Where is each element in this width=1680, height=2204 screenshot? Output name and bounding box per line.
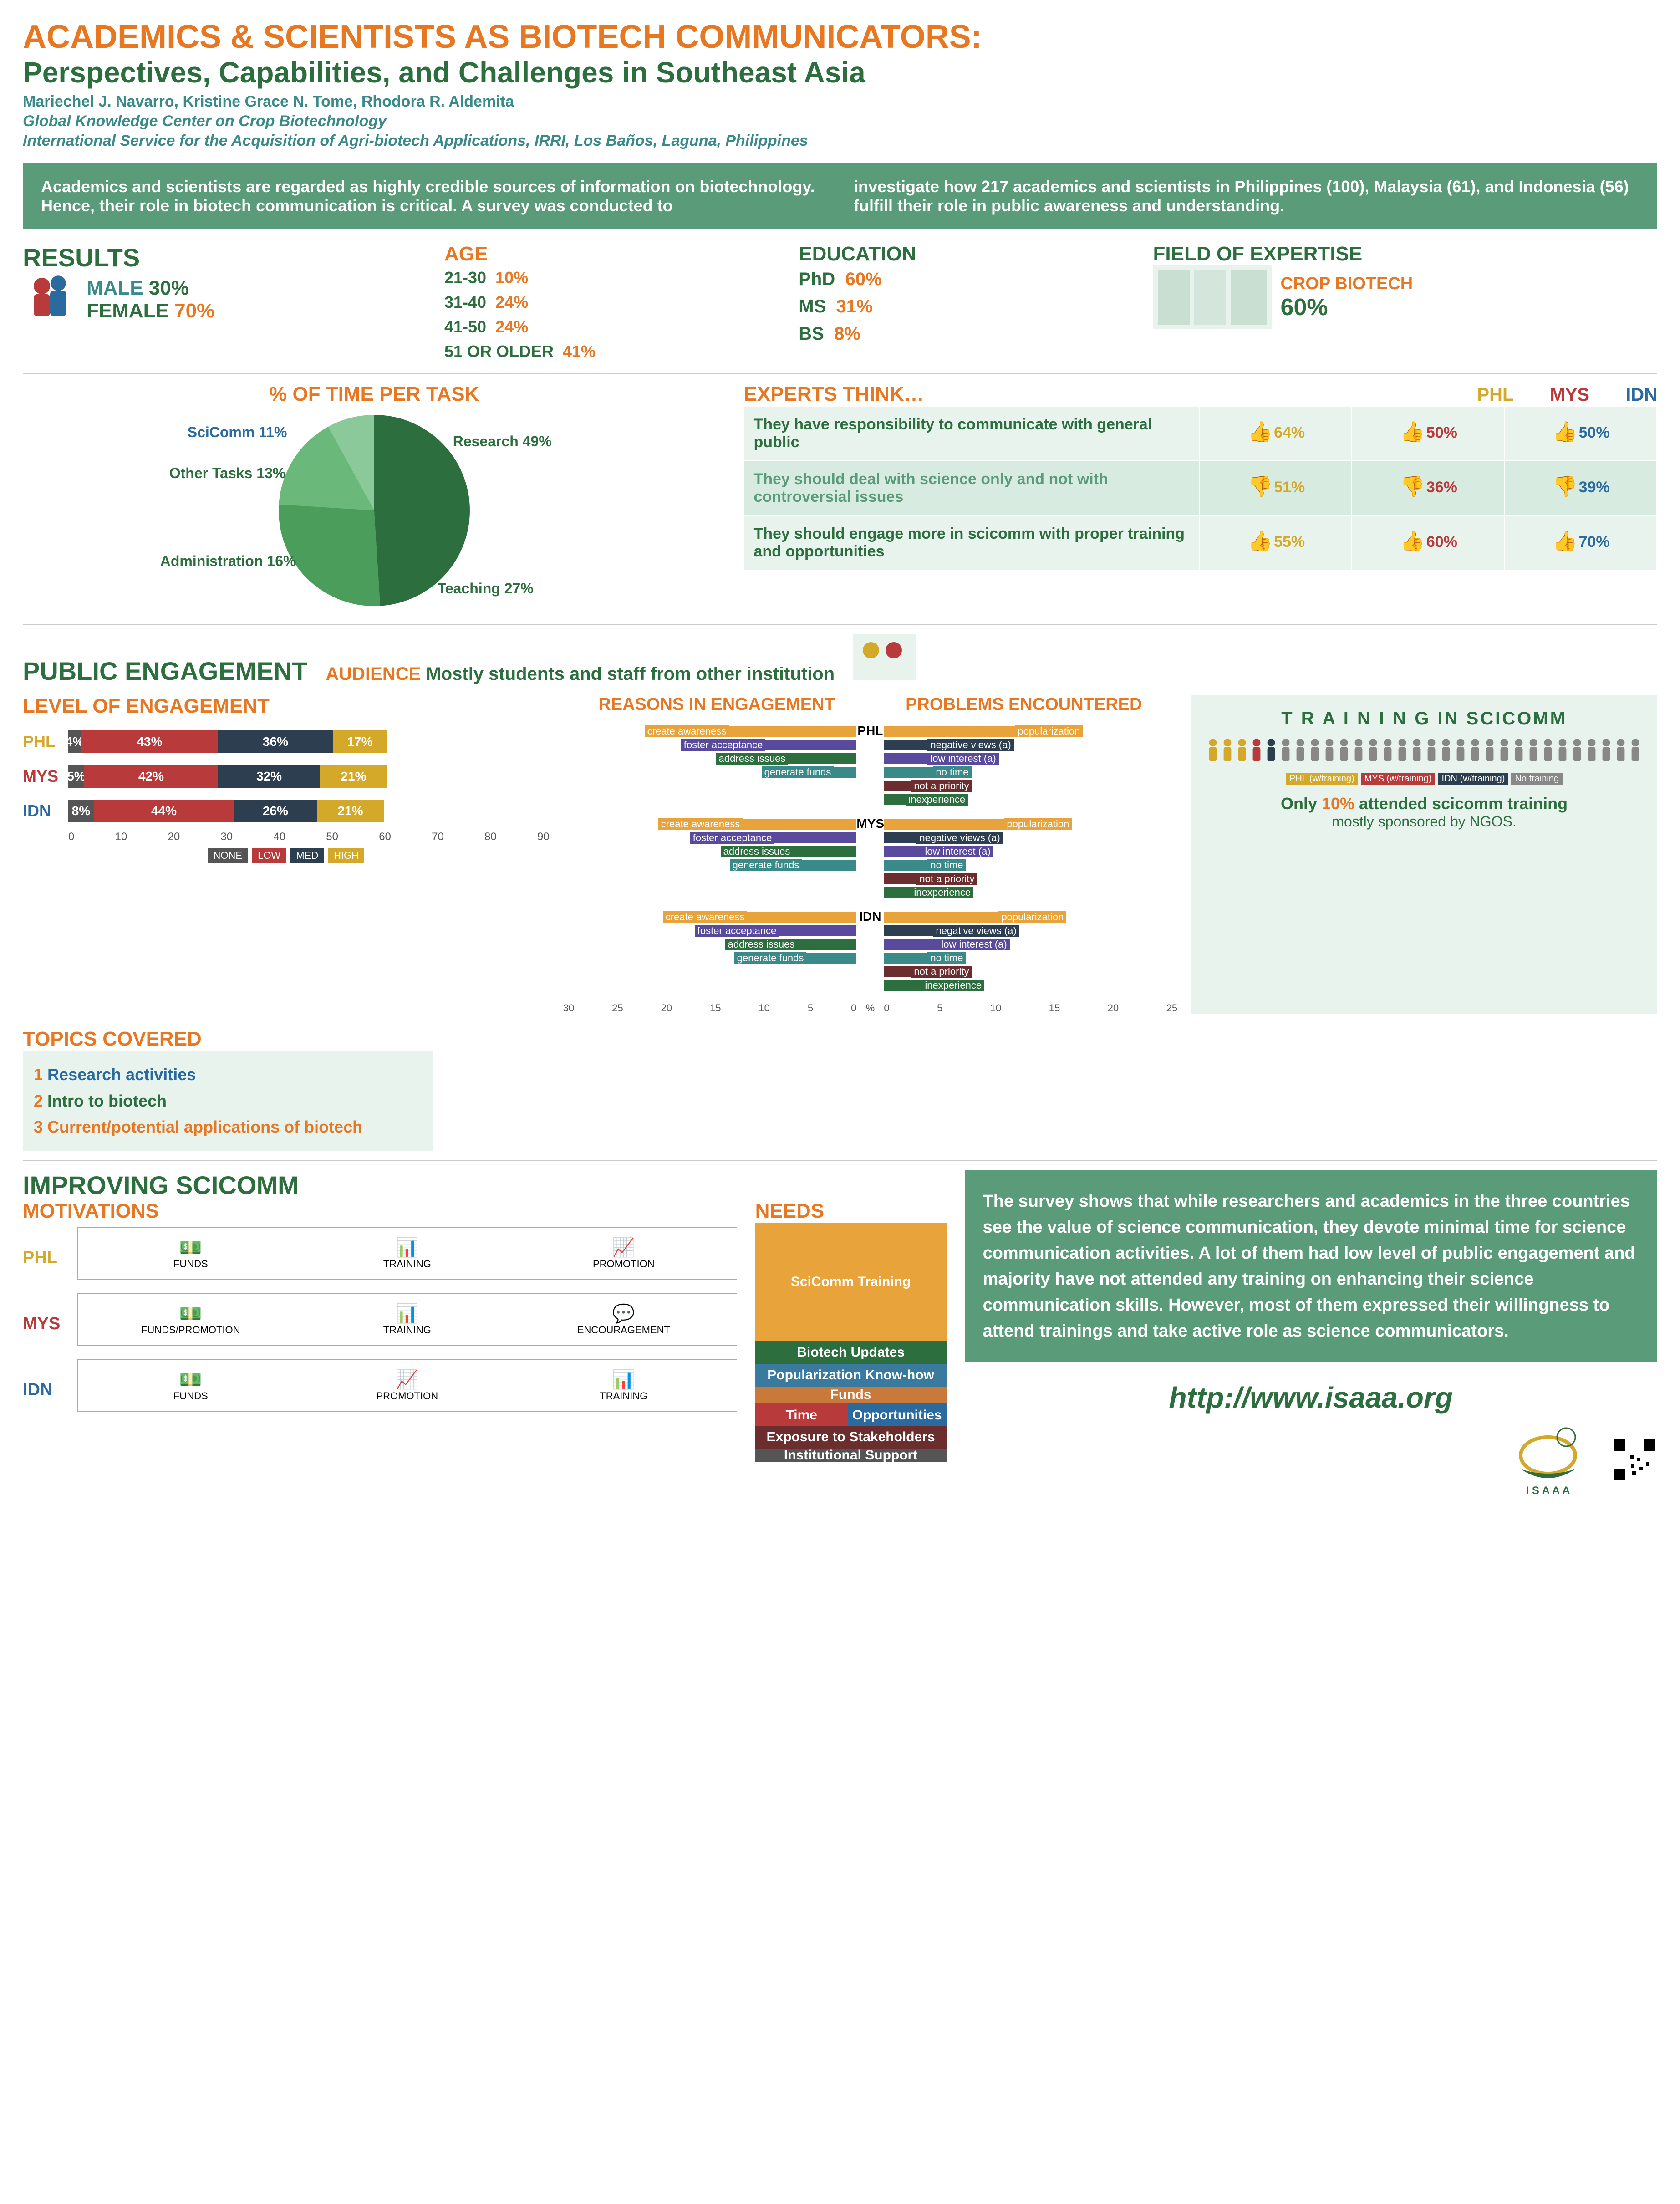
time-experts-row: % OF TIME PER TASK Research 49% Teaching… <box>23 383 1657 615</box>
level-axis: 0102030405060708090 <box>68 831 550 843</box>
title-line1: ACADEMICS & SCIENTISTS AS BIOTECH COMMUN… <box>23 18 1657 56</box>
improving-section: IMPROVING SCICOMM MOTIVATIONS PHL💵FUNDS📊… <box>23 1170 1657 1496</box>
problems-axis: 0510152025 <box>884 1002 1177 1014</box>
age-header: AGE <box>444 243 780 265</box>
training-text2: attended scicomm training <box>1354 794 1568 813</box>
pie-label-scicomm: SciComm 11% <box>188 424 287 441</box>
topics-header: TOPICS COVERED <box>23 1028 1657 1051</box>
logo-text: I S A A A <box>1526 1485 1570 1496</box>
pie-label-admin: Administration 16% <box>160 553 296 570</box>
reasons-axis: 302520151050 <box>563 1002 857 1014</box>
pie-label-other: Other Tasks 13% <box>169 465 286 482</box>
edu-header: EDUCATION <box>799 243 1135 265</box>
experts-cols: PHLMYSIDN <box>1477 385 1657 405</box>
field-pct: 60% <box>1281 294 1413 321</box>
pie-label-teaching: Teaching 27% <box>438 580 534 597</box>
needs-stack: SciComm TrainingBiotech UpdatesPopulariz… <box>755 1223 947 1462</box>
improving-header: IMPROVING SCICOMM <box>23 1170 947 1200</box>
needs-header: NEEDS <box>755 1200 947 1223</box>
person-row <box>1205 738 1644 764</box>
level-legend: NONELOWMEDHIGH <box>23 848 550 863</box>
experts-table: They have responsibility to communicate … <box>743 406 1657 571</box>
qr-code-icon <box>1612 1437 1657 1483</box>
pie-chart <box>279 415 470 606</box>
male-label: MALE <box>87 277 143 299</box>
field-header: FIELD OF EXPERTISE <box>1153 243 1657 265</box>
audience-label: AUDIENCE <box>326 664 421 684</box>
training-text1: Only <box>1281 794 1322 813</box>
training-header: T R A I N I N G IN SCICOMM <box>1205 709 1644 729</box>
intro-box: Academics and scientists are regarded as… <box>23 163 1657 229</box>
motivations-header: MOTIVATIONS <box>23 1200 737 1223</box>
isaaa-logo: I S A A A <box>1502 1423 1593 1496</box>
motivations-list: PHL💵FUNDS📊TRAINING📈PROMOTIONMYS💵FUNDS/PR… <box>23 1227 737 1421</box>
pie-label-research: Research 49% <box>453 433 552 450</box>
intro-left: Academics and scientists are regarded as… <box>41 177 826 215</box>
url-link[interactable]: http://www.isaaa.org <box>965 1381 1657 1414</box>
training-text3: mostly sponsored by NGOS. <box>1205 813 1644 830</box>
affil2: International Service for the Acquisitio… <box>23 132 1657 150</box>
pe-header: PUBLIC ENGAGEMENT <box>23 656 307 686</box>
level-bars: PHL4%43%36%17%MYS5%42%32%21%IDN8%44%26%2… <box>23 727 550 826</box>
training-box: T R A I N I N G IN SCICOMM PHL (w/traini… <box>1191 695 1657 1014</box>
results-header: RESULTS <box>23 243 426 272</box>
topics-box: 1 Research activities2 Intro to biotech3… <box>23 1051 433 1151</box>
female-pct: 70% <box>174 300 214 322</box>
level-header: LEVEL OF ENGAGEMENT <box>23 695 550 718</box>
authors: Mariechel J. Navarro, Kristine Grace N. … <box>23 93 1657 111</box>
affil1: Global Knowledge Center on Crop Biotechn… <box>23 112 1657 130</box>
audience-text: Mostly students and staff from other ins… <box>426 664 835 684</box>
people-icon <box>23 272 77 327</box>
reasons-header: REASONS IN ENGAGEMENT <box>563 695 871 714</box>
experts-header: EXPERTS THINK… <box>743 383 1459 406</box>
audience-illustration <box>853 634 916 680</box>
field-illustration <box>1153 265 1272 329</box>
results-row: RESULTS MALE 30% FEMALE 70% AGE 21-30 10… <box>23 243 1657 364</box>
problems-header: PROBLEMS ENCOUNTERED <box>870 695 1177 714</box>
training-pct: 10% <box>1322 794 1354 813</box>
conclusion-box: The survey shows that while researchers … <box>965 1170 1657 1362</box>
edu-rows: PhD 60%MS 31%BS 8% <box>799 265 1135 347</box>
title-line2: Perspectives, Capabilities, and Challeng… <box>23 56 1657 89</box>
intro-right: investigate how 217 academics and scient… <box>854 177 1639 215</box>
male-pct: 30% <box>149 277 189 299</box>
title-block: ACADEMICS & SCIENTISTS AS BIOTECH COMMUN… <box>23 18 1657 150</box>
public-engagement-section: PUBLIC ENGAGEMENT AUDIENCE Mostly studen… <box>23 634 1657 1151</box>
age-rows: 21-30 10%31-40 24%41-50 24%51 OR OLDER 4… <box>444 265 780 364</box>
training-legend: PHL (w/training)MYS (w/training)IDN (w/t… <box>1205 773 1644 785</box>
time-header: % OF TIME PER TASK <box>23 383 725 406</box>
field-label: CROP BIOTECH <box>1281 274 1413 294</box>
butterfly-chart: create awarenessfoster acceptanceaddress… <box>563 724 1177 993</box>
female-label: FEMALE <box>87 300 169 322</box>
